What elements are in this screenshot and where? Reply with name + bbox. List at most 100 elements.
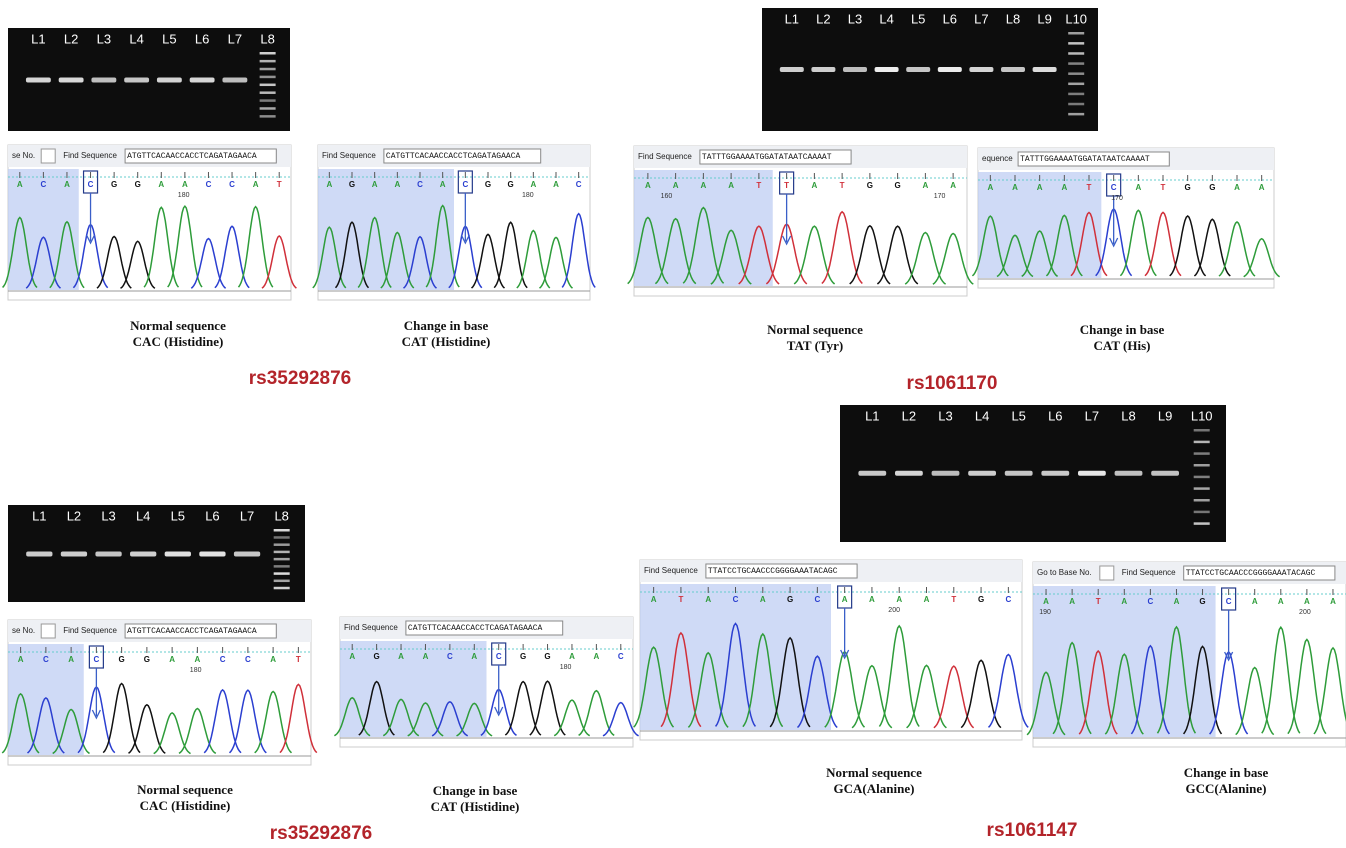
- ladder-band: [274, 580, 290, 583]
- dna-band: [1115, 471, 1143, 476]
- goto-label: se No.: [12, 626, 35, 635]
- lane-label: L8: [274, 508, 288, 523]
- base-letter: A: [811, 181, 817, 190]
- base-position: 170: [934, 193, 946, 200]
- lane-label: L2: [64, 31, 78, 46]
- dna-band: [843, 67, 867, 72]
- ladder-band: [260, 84, 276, 87]
- base-letter: T: [296, 655, 301, 664]
- ladder-band: [1068, 93, 1084, 96]
- base-letter: A: [869, 595, 875, 604]
- base-letter: A: [645, 181, 651, 190]
- base-letter: A: [842, 595, 848, 604]
- ladder-band: [260, 60, 276, 63]
- base-letter: G: [978, 595, 984, 604]
- find-label: Find Sequence: [322, 151, 376, 160]
- base-letter: A: [1252, 597, 1258, 606]
- dna-band: [190, 77, 215, 82]
- base-letter: T: [1161, 183, 1166, 192]
- base-letter: C: [417, 180, 423, 189]
- base-letter: A: [987, 183, 993, 192]
- ladder-band: [1068, 52, 1084, 55]
- base-letter: T: [756, 181, 761, 190]
- lane-label: L6: [205, 508, 219, 523]
- base-letter: A: [1012, 183, 1018, 192]
- lane-label: L1: [865, 408, 879, 423]
- base-letter: T: [840, 181, 845, 190]
- base-letter: A: [651, 595, 657, 604]
- base-position: 160: [661, 193, 673, 200]
- caption-line: Change in base: [1080, 322, 1165, 337]
- lane-label: L7: [974, 11, 988, 26]
- dna-band: [932, 471, 960, 476]
- base-position: 190: [1039, 609, 1051, 616]
- lane-label: L8: [260, 31, 274, 46]
- dna-band: [1078, 471, 1106, 476]
- sequence: TTATCCTGCAACCCGGGGAAATACAGC: [1186, 569, 1316, 578]
- base-letter: C: [733, 595, 739, 604]
- caption-line: Normal sequence: [826, 765, 922, 780]
- ladder-band: [1194, 441, 1210, 444]
- base-letter: A: [158, 180, 164, 189]
- ladder-band: [1068, 113, 1084, 116]
- snp-id: rs1061147: [987, 820, 1078, 841]
- lane-label: L8: [1121, 408, 1135, 423]
- base-letter: C: [814, 595, 820, 604]
- lane-label: L4: [136, 508, 150, 523]
- base-letter: G: [520, 652, 526, 661]
- base-letter: A: [326, 180, 332, 189]
- ladder-band: [274, 551, 290, 554]
- base-letter: G: [119, 655, 125, 664]
- base-letter: A: [169, 655, 175, 664]
- lane-label: L7: [228, 31, 242, 46]
- goto-label: Go to Base No.: [1037, 568, 1092, 577]
- base-letter: A: [530, 180, 536, 189]
- base-letter: A: [349, 652, 355, 661]
- base-letter: A: [700, 181, 706, 190]
- base-letter: A: [673, 181, 679, 190]
- goto-input: [41, 149, 55, 163]
- dna-band: [906, 67, 930, 72]
- ladder-band: [260, 68, 276, 71]
- dna-band: [1041, 471, 1069, 476]
- dna-band: [1033, 67, 1057, 72]
- sequence: TATTTGGAAAATGGATATAATCAAAAT: [1020, 155, 1150, 164]
- find-label: Find Sequence: [1122, 568, 1176, 577]
- caption-line: Change in base: [433, 783, 518, 798]
- base-letter: A: [705, 595, 711, 604]
- lane-label: L2: [902, 408, 916, 423]
- caption-line: CAC (Histidine): [140, 798, 231, 813]
- find-label: Find Sequence: [63, 151, 117, 160]
- base-letter: A: [1061, 183, 1067, 192]
- lane-label: L8: [1006, 11, 1020, 26]
- base-letter: A: [372, 180, 378, 189]
- lane-label: L2: [816, 11, 830, 26]
- base-letter: C: [88, 180, 94, 189]
- dna-band: [26, 77, 51, 82]
- ladder-band: [1194, 487, 1210, 490]
- lane-label: L3: [101, 508, 115, 523]
- lane-label: L10: [1065, 11, 1087, 26]
- base-letter: C: [447, 652, 453, 661]
- ladder-band: [1068, 103, 1084, 106]
- ladder-band: [260, 115, 276, 118]
- base-position: 180: [522, 192, 534, 199]
- dna-band: [61, 552, 87, 557]
- dna-band: [780, 67, 804, 72]
- base-letter: T: [951, 595, 956, 604]
- lane-label: L6: [943, 11, 957, 26]
- base-letter: A: [553, 180, 559, 189]
- base-letter: C: [576, 180, 582, 189]
- ladder-band: [1194, 522, 1210, 525]
- base-letter: G: [867, 181, 873, 190]
- base-letter: A: [270, 655, 276, 664]
- lane-label: L5: [1011, 408, 1025, 423]
- base-letter: C: [206, 180, 212, 189]
- lane-label: L6: [1048, 408, 1062, 423]
- lane-label: L5: [911, 11, 925, 26]
- sequence: TATTTGGAAAATGGATATAATCAAAAT: [702, 153, 832, 162]
- base-letter: A: [950, 181, 956, 190]
- ladder-band: [274, 536, 290, 539]
- base-letter: A: [17, 180, 23, 189]
- caption-line: Normal sequence: [137, 782, 233, 797]
